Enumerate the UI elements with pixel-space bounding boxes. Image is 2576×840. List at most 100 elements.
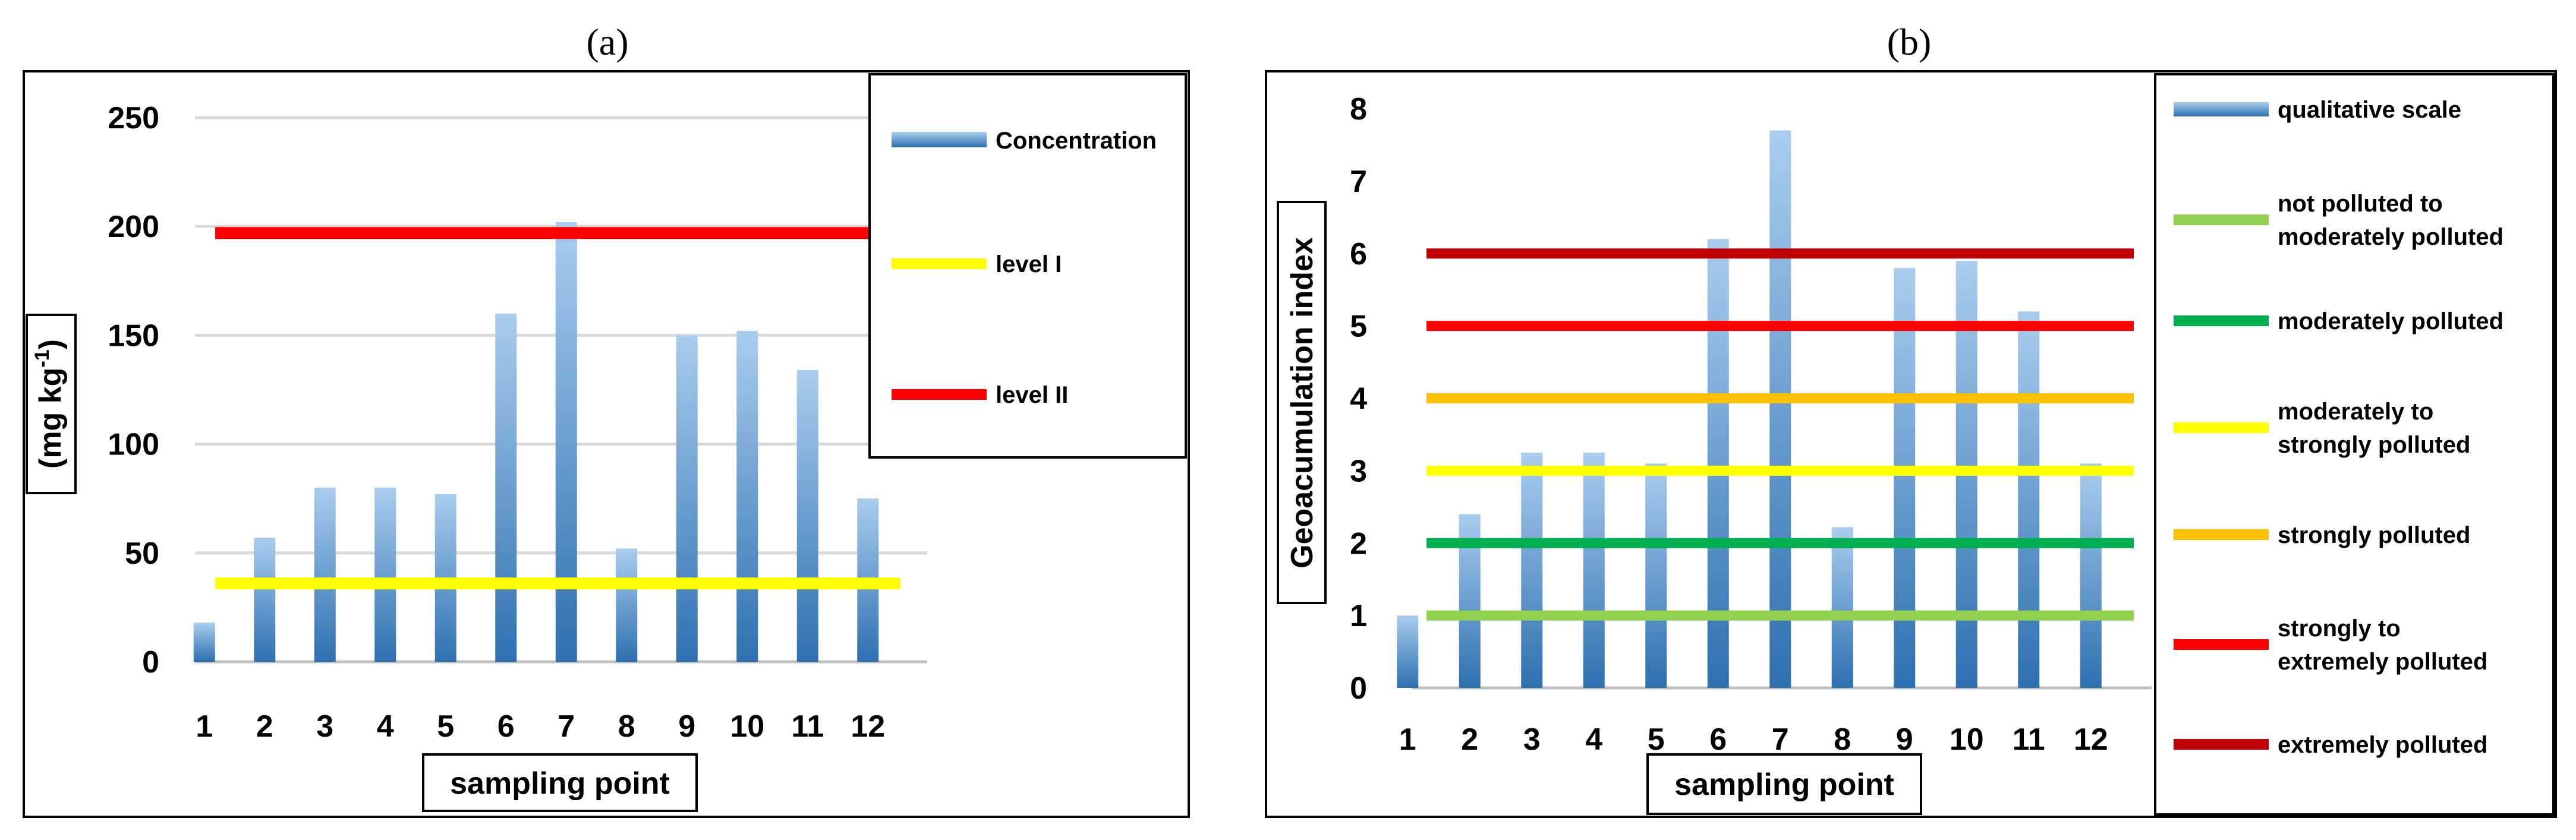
legend-b-entry-text: strongly to (2278, 615, 2401, 642)
legend-a-concentration: Concentration (996, 128, 1157, 154)
panel-a-bar (374, 487, 396, 662)
panel-b-xtick-label: 11 (2013, 722, 2045, 757)
panel-a-xtick-label: 4 (377, 709, 394, 744)
legend-b-entry-text: moderately to (2278, 399, 2433, 425)
panel-b-legend: qualitative scale not polluted to moderat… (2154, 73, 2555, 816)
svg-text:sampling point: sampling point (450, 766, 670, 801)
panel-a-ytick-label: 50 (125, 536, 159, 571)
panel-b-x-ticks: 1 2 3 4 5 6 7 8 9 10 11 12 (1399, 722, 2108, 757)
legend-b-bar-swatch (2174, 102, 2269, 116)
legend-a-level-i-swatch (892, 258, 987, 269)
panel-b-reference-lines (1426, 248, 2134, 621)
panel-b-xtick-label: 12 (2074, 722, 2108, 757)
legend-b-swatch (2174, 214, 2269, 225)
panel-a-ytick-label: 200 (108, 210, 159, 244)
panel-b-xtick-label: 7 (1772, 722, 1789, 757)
legend-b-entry-text: not polluted to (2278, 191, 2443, 217)
panel-a-bar (193, 623, 215, 662)
legend-b-entry-text: extremely polluted (2278, 649, 2487, 675)
panel-b-bar (1769, 130, 1791, 688)
legend-b-swatch (2174, 315, 2269, 326)
panel-a-ylabel-sup: -1 (31, 349, 53, 367)
legend-a-level-ii: level II (996, 382, 1068, 408)
legend-b-swatch (2174, 639, 2269, 650)
legend-b-entry-text: moderately polluted (2278, 308, 2503, 334)
panel-a-ytick-label: 100 (108, 428, 159, 462)
panel-a-frame (23, 70, 1190, 818)
panel-b-xtick-label: 9 (1896, 722, 1913, 757)
panel-b-xtick-label: 10 (1950, 722, 1984, 757)
panel-b-xtick-label: 8 (1834, 722, 1851, 757)
panel-b-frame (1265, 70, 2557, 818)
panel-b-ytick-label: 0 (1350, 671, 1367, 706)
panel-a-bars (193, 222, 879, 662)
panel-a-xtick-label: 7 (558, 709, 575, 744)
legend-b-swatch (2174, 739, 2269, 750)
panel-a-xtick-label: 1 (196, 709, 213, 744)
svg-text:Geoacumulation index: Geoacumulation index (1285, 237, 1320, 569)
panel-a-bar (495, 313, 517, 662)
legend-a-bar-swatch (892, 132, 987, 147)
legend-b-swatch (2174, 422, 2269, 433)
panel-b-bar (1583, 452, 1605, 688)
panel-a-ytick-label: 0 (142, 645, 159, 680)
panel-a-bar (616, 548, 638, 662)
svg-text:sampling point: sampling point (1674, 768, 1894, 802)
panel-a-xtick-label: 6 (497, 709, 515, 744)
panel-a-xtick-label: 10 (730, 709, 764, 744)
svg-text:(mg kg-1): (mg kg-1) (31, 339, 68, 469)
panel-a-xtick-label: 9 (678, 709, 695, 744)
panel-b-xtick-label: 6 (1709, 722, 1727, 757)
panel-b-bar (1521, 452, 1543, 688)
panel-b-bar (1707, 239, 1729, 688)
legend-b-entry-text: strongly polluted (2278, 432, 2470, 458)
panel-a-xtick-label: 8 (618, 709, 635, 744)
panel-a-x-axis-title: sampling point (422, 753, 698, 812)
panel-a-ytick-label: 250 (108, 101, 159, 135)
panel-a-xtick-label: 2 (256, 709, 273, 744)
panel-b-label: (b) (1887, 21, 1932, 63)
panel-a-x-ticks: 1 2 3 4 5 6 7 8 9 10 11 12 (196, 709, 885, 744)
panel-b-bar (1645, 463, 1667, 688)
panel-a-reference-lines (215, 227, 900, 590)
panel-b-xtick-label: 1 (1399, 722, 1416, 757)
panel-b-bar (2018, 311, 2040, 688)
panel-a-xtick-label: 5 (437, 709, 454, 744)
panel-a-bar (676, 335, 698, 662)
panel-b-xtick-label: 4 (1585, 722, 1602, 757)
panel-a-y-axis-title: (mg kg-1) (26, 314, 77, 494)
legend-b-entry-text: strongly polluted (2278, 522, 2470, 548)
panel-b-ytick-label: 6 (1350, 237, 1367, 271)
legend-b-entry-text: moderately polluted (2278, 224, 2503, 250)
panel-b-xtick-label: 3 (1523, 722, 1541, 757)
panel-b-ytick-label: 5 (1350, 310, 1367, 344)
panel-a-label: (a) (586, 21, 628, 63)
panel-b-x-axis-title: sampling point (1646, 753, 1922, 815)
panel-a-bar (796, 370, 818, 662)
panel-b-bar (1894, 268, 1916, 688)
panel-a-ytick-label: 150 (108, 318, 159, 353)
panel-b-bar (1397, 615, 1419, 688)
panel-b-ytick-label: 2 (1350, 526, 1367, 561)
panel-b-bar (1831, 527, 1853, 688)
panel-a-legend: Concentration level I level II (868, 73, 1187, 459)
panel-b-y-axis-title: Geoacumulation index (1277, 201, 1327, 604)
panel-a-xtick-label: 3 (316, 709, 333, 744)
panel-b-ytick-label: 3 (1350, 454, 1367, 488)
panel-a-ylabel-main: (mg kg (33, 368, 68, 469)
legend-a-level-i: level I (996, 251, 1062, 277)
panel-a-ylabel-end: ) (33, 339, 68, 349)
panel-a-bar (314, 487, 336, 662)
panel-b-ytick-label: 8 (1350, 92, 1367, 127)
panel-a-bar (254, 538, 276, 662)
legend-a-level-ii-swatch (892, 389, 987, 400)
legend-b-swatch (2174, 529, 2269, 540)
panel-b-xtick-label: 5 (1648, 722, 1665, 757)
panel-a-bar (736, 331, 758, 662)
panel-b-xtick-label: 2 (1461, 722, 1478, 757)
panel-b-ytick-label: 4 (1350, 382, 1367, 416)
panel-a-bar (555, 222, 577, 662)
